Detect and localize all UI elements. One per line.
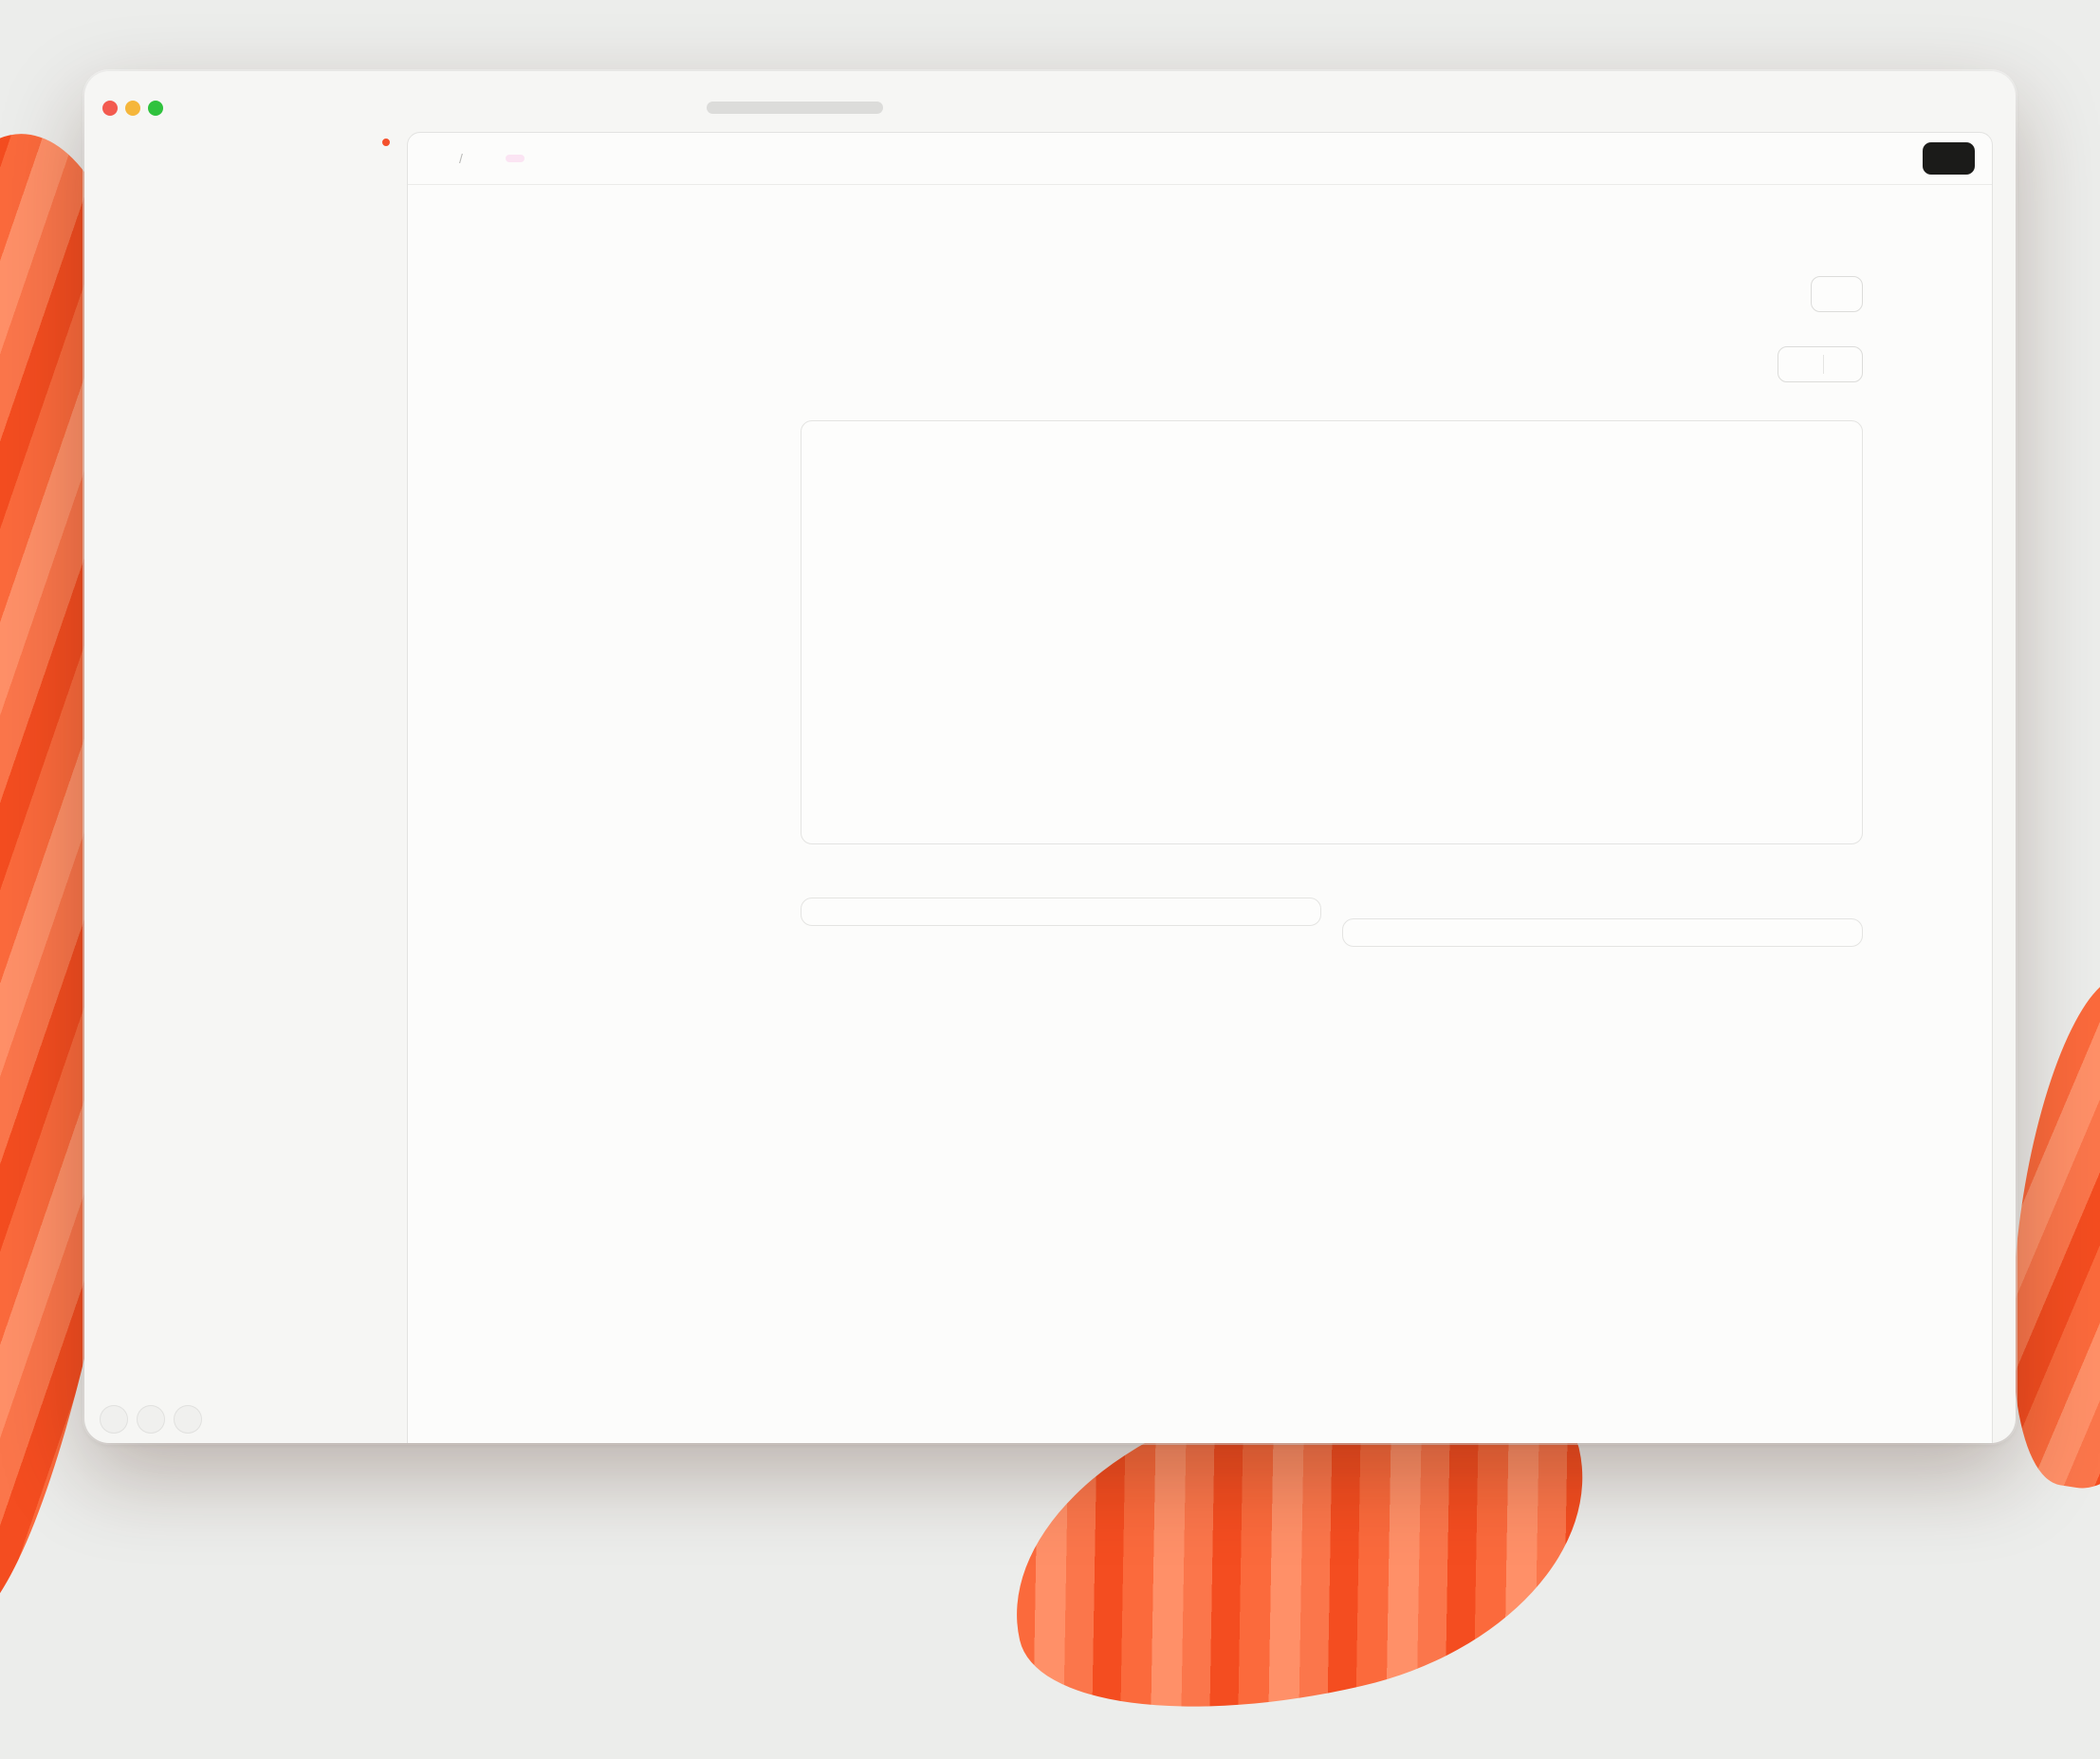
workspace-logo-icon	[107, 140, 128, 161]
countries-section	[801, 882, 1321, 947]
group-by-button[interactable]	[895, 358, 916, 371]
plan-badge	[505, 155, 525, 162]
question-icon	[106, 1412, 121, 1427]
share-feedback-button[interactable]	[1811, 276, 1863, 312]
main-panel: /	[407, 132, 1993, 1443]
filter-bar	[801, 346, 1863, 382]
countries-table	[801, 898, 1321, 926]
traffic-page	[801, 276, 1863, 947]
plus-icon	[895, 358, 909, 371]
notification-dot	[380, 137, 392, 148]
sidebar-footer	[100, 1405, 218, 1434]
notifications-button[interactable]	[371, 137, 392, 162]
insights-content	[408, 185, 1992, 1443]
app-window: /	[84, 71, 2016, 1443]
languages-table	[1342, 918, 1863, 947]
window-drag-pill[interactable]	[707, 102, 883, 114]
window-zoom-button[interactable]	[148, 101, 163, 116]
site-logo-icon	[471, 150, 488, 167]
smiley-icon	[143, 1412, 158, 1427]
page: { "colors":{"accent":"#f4512c","badge_bg…	[0, 71, 2100, 1759]
plus-icon	[846, 358, 859, 371]
chevron-down-icon	[145, 145, 157, 157]
audience-icon[interactable]	[1887, 149, 1906, 168]
workspace-switcher[interactable]	[100, 134, 397, 167]
visit-button[interactable]	[1923, 142, 1975, 175]
window-close-button[interactable]	[102, 101, 118, 116]
pageviews-chart	[801, 420, 1863, 844]
integrations-icon[interactable]	[1851, 149, 1870, 168]
languages-section	[1342, 882, 1863, 947]
workspace-sidebar	[84, 128, 407, 1443]
smiley-icon	[1825, 287, 1840, 302]
date-range-picker[interactable]	[1778, 346, 1863, 382]
chevron-down-icon	[1801, 359, 1813, 370]
download-icon[interactable]	[1842, 882, 1863, 903]
site-topbar: /	[408, 133, 1992, 185]
breadcrumb: /	[425, 150, 497, 167]
help-button[interactable]	[100, 1405, 128, 1434]
filter-lines-icon[interactable]	[801, 356, 818, 373]
settings-button[interactable]	[174, 1405, 202, 1434]
globe-icon	[425, 150, 442, 167]
gear-icon	[180, 1412, 195, 1427]
window-minimize-button[interactable]	[125, 101, 140, 116]
external-link-icon	[1937, 151, 1952, 166]
search-icon[interactable]	[337, 141, 356, 160]
feedback-button[interactable]	[137, 1405, 165, 1434]
add-filter-button[interactable]	[846, 358, 867, 371]
calendar-icon	[1834, 357, 1850, 372]
